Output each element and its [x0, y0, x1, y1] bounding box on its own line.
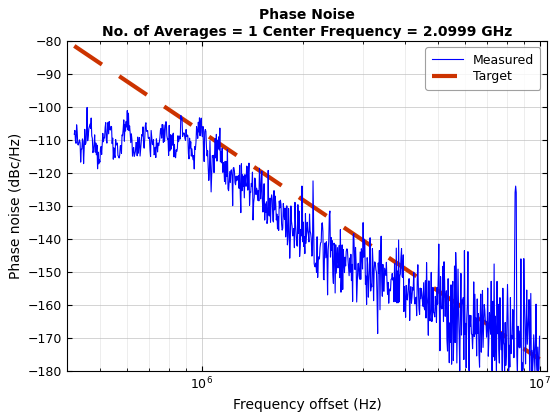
- Measured: [473, 315, 479, 320]
- Target: [353, 234, 360, 239]
- Target: [100, 63, 106, 68]
- Target: [472, 313, 478, 318]
- Measured: [368, 282, 375, 287]
- Measured: [424, 302, 431, 307]
- Measured: [84, 105, 91, 110]
- Line: Target: Target: [74, 46, 539, 359]
- Measured: [354, 282, 361, 287]
- Target: [341, 226, 348, 231]
- Measured: [71, 132, 78, 137]
- Target: [71, 43, 78, 48]
- Legend: Measured, Target: Measured, Target: [426, 47, 540, 89]
- Measured: [100, 139, 107, 144]
- Measured: [456, 368, 463, 373]
- Y-axis label: Phase noise (dBc/Hz): Phase noise (dBc/Hz): [8, 133, 22, 279]
- Target: [424, 281, 431, 286]
- X-axis label: Frequency offset (Hz): Frequency offset (Hz): [232, 398, 381, 412]
- Target: [536, 357, 543, 362]
- Measured: [536, 334, 543, 339]
- Title: Phase Noise
No. of Averages = 1 Center Frequency = 2.0999 GHz: Phase Noise No. of Averages = 1 Center F…: [102, 8, 512, 39]
- Measured: [342, 255, 348, 260]
- Target: [367, 243, 374, 248]
- Line: Measured: Measured: [74, 108, 539, 370]
